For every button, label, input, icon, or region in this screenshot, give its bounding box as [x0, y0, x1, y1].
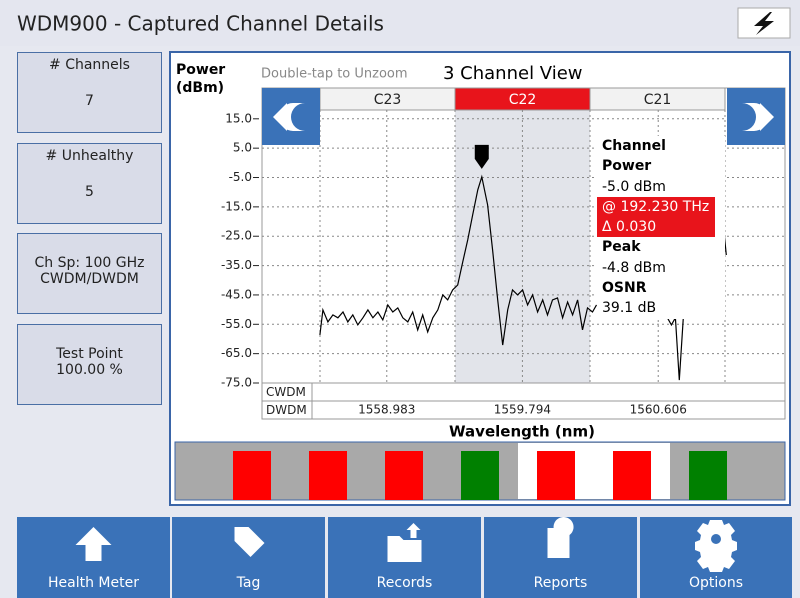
toolbar-icon	[234, 527, 265, 557]
channel-health-square[interactable]	[233, 451, 271, 500]
channel-health-square[interactable]	[537, 451, 575, 500]
y-tick-label: 15.0	[225, 111, 252, 125]
nav-arrow-icon	[742, 103, 774, 131]
channel-health-square[interactable]	[461, 451, 499, 500]
app-title: WDM900 - Captured Channel Details	[17, 12, 384, 36]
y-axis-label: Power (dBm)	[176, 62, 226, 96]
readout-peak: -4.8 dBm	[602, 259, 666, 276]
readout-osnr-label: OSNR	[602, 280, 647, 297]
bolt-icon	[754, 12, 774, 35]
stat-value: 100.00 %	[56, 361, 123, 378]
nav-arrow-glyph: !	[749, 111, 755, 126]
toolbar-label: Tag	[236, 575, 261, 591]
power-button[interactable]	[737, 7, 791, 39]
stat-panel[interactable]: Test Point 100.00 %	[17, 323, 162, 405]
y-tick-label: -15.0	[221, 199, 252, 213]
channel-health-square[interactable]	[309, 451, 347, 500]
peak-marker	[474, 144, 489, 169]
scale-row-label-cell	[261, 400, 313, 420]
nav-arrow-icon	[273, 103, 305, 131]
toolbar-label: Reports	[534, 575, 588, 591]
toolbar-icon	[387, 523, 422, 562]
channel-name: C21	[644, 92, 672, 108]
channel-health-square[interactable]	[689, 451, 727, 500]
readout-frequency: @ 192.230 THz	[597, 196, 715, 218]
stat-label: Test Point	[56, 345, 123, 362]
toolbar-icon	[75, 527, 112, 561]
y-tick-label: -5.0	[229, 170, 252, 184]
channel-health-square[interactable]	[385, 451, 423, 500]
scale-row-label: CWDM	[266, 385, 306, 399]
channel-header[interactable]	[589, 87, 726, 111]
readout-peak-label: Peak	[602, 239, 641, 256]
readout-osnr: 39.1 dB	[602, 300, 657, 317]
stat-panel[interactable]: Ch Sp: 100 GHz CWDM/DWDM	[17, 233, 162, 314]
channel-health-square[interactable]	[613, 451, 651, 500]
y-tick-label: -65.0	[221, 346, 252, 360]
x-tick-label: 1558.983	[358, 403, 415, 417]
stat-value: 5	[85, 183, 94, 200]
stat-label: # Unhealthy	[45, 147, 134, 164]
toolbar-icon	[547, 517, 574, 558]
stat-panel[interactable]: # Channels 7	[17, 52, 162, 133]
spectrum-trace	[319, 174, 598, 346]
y-tick-label: -25.0	[221, 229, 252, 243]
y-tick-label: 5.0	[233, 141, 252, 155]
y-tick-label: -35.0	[221, 258, 252, 272]
toolbar-label: Health Meter	[48, 575, 139, 591]
header-bar	[0, 0, 800, 46]
y-tick-label: -45.0	[221, 287, 252, 301]
stat-label: Ch Sp: 100 GHz	[34, 255, 145, 271]
toolbar-label: Options	[689, 575, 743, 591]
readout-heading: Channel Power	[602, 138, 666, 175]
y-tick-label: -55.0	[221, 317, 252, 331]
y-tick-label: -75.0	[221, 376, 252, 390]
unzoom-hint[interactable]: Double-tap to Unzoom	[261, 67, 408, 82]
readout: Channel Power -5.0 dBm @ 192.230 THz Δ 0…	[597, 136, 725, 319]
toolbar-label: Records	[377, 575, 433, 591]
readout-power: -5.0 dBm	[602, 178, 666, 195]
x-tick-label: 1560.606	[630, 403, 687, 417]
stat-value: 7	[85, 93, 94, 109]
channel-name: C22	[509, 92, 537, 108]
x-tick-label: 1559.794	[494, 403, 551, 417]
nav-arrow-glyph: !	[292, 111, 298, 126]
stat-label: # Channels	[49, 57, 130, 73]
stat-panel[interactable]: # Unhealthy 5	[17, 142, 162, 224]
chart-title: 3 Channel View	[443, 63, 583, 84]
readout-delta: Δ 0.030	[597, 217, 715, 238]
stat-value: CWDM/DWDM	[40, 271, 139, 287]
toolbar-icon-hole	[711, 534, 721, 544]
channel-name: C23	[374, 92, 402, 108]
scale-row-label: DWDM	[266, 403, 307, 417]
toolbar-icon	[695, 520, 737, 572]
x-axis-label: Wavelength (nm)	[449, 423, 595, 441]
